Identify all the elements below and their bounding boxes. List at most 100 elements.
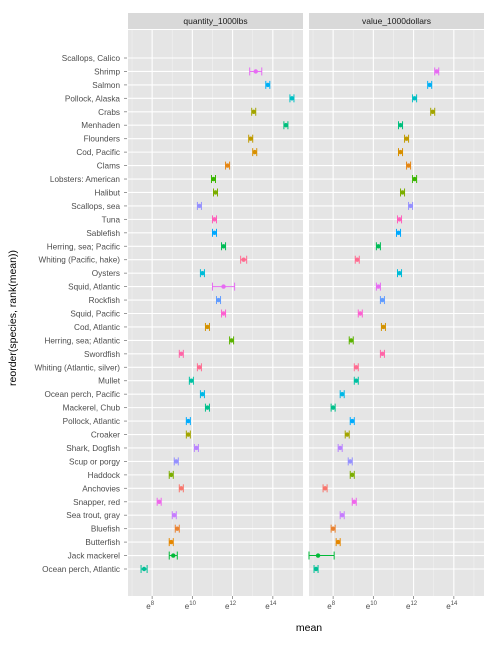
data-point-squid-atlantic bbox=[211, 282, 236, 291]
y-tick-label-mackerel-chub: Mackerel, Chub bbox=[63, 404, 121, 413]
point-marker bbox=[205, 405, 210, 410]
data-point-squid-pacific bbox=[221, 309, 227, 318]
facet-strip-label: value_1000dollars bbox=[362, 16, 431, 26]
y-tick-label-halibut: Halibut bbox=[95, 188, 121, 197]
point-marker bbox=[241, 257, 246, 262]
x-axis-title: mean bbox=[296, 622, 322, 634]
data-point-crabs bbox=[430, 107, 436, 116]
point-marker bbox=[397, 270, 402, 276]
x-tick-label: e14 bbox=[446, 601, 458, 611]
y-tick-label-cod-pacific: Cod, Pacific bbox=[76, 148, 120, 157]
data-point-sea-trout-gray bbox=[339, 511, 345, 520]
y-tick-label-menhaden: Menhaden bbox=[81, 121, 120, 130]
x-tick-label: e10 bbox=[185, 601, 197, 611]
point-marker bbox=[427, 82, 432, 88]
point-marker bbox=[200, 391, 205, 397]
point-marker bbox=[205, 324, 210, 330]
data-point-lobsters-american bbox=[210, 175, 216, 184]
data-point-halibut bbox=[212, 188, 219, 197]
data-point-scallops-sea bbox=[196, 201, 202, 210]
y-tick-label-cod-atlantic: Cod, Atlantic bbox=[74, 323, 120, 332]
data-point-shark-dogfish bbox=[337, 443, 343, 452]
data-point-cod-pacific bbox=[398, 148, 404, 157]
data-point-menhaden bbox=[398, 121, 404, 130]
point-marker bbox=[400, 190, 405, 195]
data-point-scallops-sea bbox=[408, 201, 414, 210]
y-tick-label-salmon: Salmon bbox=[92, 81, 120, 90]
point-marker bbox=[380, 351, 385, 357]
data-point-pollock-alaska bbox=[289, 94, 295, 103]
data-point-jack-mackerel bbox=[168, 551, 178, 560]
data-point-salmon bbox=[265, 80, 271, 89]
series-value-1000dollars bbox=[308, 67, 440, 573]
point-marker bbox=[197, 203, 202, 209]
data-point-ocean-perch-atlantic bbox=[313, 565, 319, 573]
data-point-clams bbox=[225, 161, 231, 170]
data-point-herring-sea-pacific bbox=[375, 242, 381, 251]
y-tick-label-squid-pacific: Squid, Pacific bbox=[70, 310, 120, 319]
data-point-whiting-pacific-hake bbox=[354, 255, 360, 264]
point-marker bbox=[169, 539, 174, 545]
y-tick-label-pollock-atlantic: Pollock, Atlantic bbox=[63, 417, 120, 426]
point-marker bbox=[251, 109, 256, 114]
point-marker bbox=[330, 405, 336, 410]
point-marker bbox=[221, 244, 226, 249]
data-point-scup-or-porgy bbox=[347, 457, 353, 466]
point-marker bbox=[404, 136, 409, 141]
point-marker bbox=[354, 378, 359, 383]
data-point-tuna bbox=[397, 215, 403, 224]
data-point-croaker bbox=[185, 430, 191, 439]
data-point-herring-sea-atlantic bbox=[229, 336, 235, 345]
point-marker bbox=[174, 459, 179, 464]
point-marker bbox=[179, 486, 184, 491]
y-tick-label-snapper-red: Snapper, red bbox=[73, 498, 120, 507]
data-point-scup-or-porgy bbox=[173, 457, 179, 466]
point-marker bbox=[289, 96, 295, 101]
point-marker bbox=[352, 499, 357, 504]
data-point-whiting-atlantic-silver bbox=[196, 363, 202, 372]
x-tick-label: e8 bbox=[146, 601, 154, 611]
y-tick-label-scallops-calico: Scallops, Calico bbox=[62, 54, 121, 63]
data-point-mullet bbox=[188, 376, 194, 385]
point-marker bbox=[229, 338, 234, 343]
point-marker bbox=[197, 365, 202, 370]
point-marker bbox=[345, 432, 350, 437]
point-marker bbox=[313, 566, 319, 572]
data-point-jack-mackerel bbox=[308, 551, 335, 560]
data-point-anchovies bbox=[322, 484, 328, 493]
point-marker bbox=[354, 365, 359, 370]
data-point-crabs bbox=[251, 107, 257, 116]
y-axis-title: reorder(species, rank(mean)) bbox=[7, 250, 19, 386]
data-point-haddock bbox=[349, 470, 355, 479]
data-point-herring-sea-atlantic bbox=[348, 336, 354, 345]
facet-strip-value-1000dollars bbox=[309, 13, 484, 29]
x-tick-label: e12 bbox=[406, 601, 418, 611]
x-tick-label: e14 bbox=[265, 601, 277, 611]
y-tick-label-scup-or-porgy: Scup or porgy bbox=[69, 457, 121, 466]
point-marker bbox=[398, 123, 403, 128]
point-marker bbox=[406, 163, 411, 168]
y-tick-label-rockfish: Rockfish bbox=[89, 296, 121, 305]
point-marker bbox=[225, 163, 230, 168]
y-tick-label-bluefish: Bluefish bbox=[91, 525, 121, 534]
data-point-cod-atlantic bbox=[380, 322, 386, 331]
x-tick-label: e8 bbox=[327, 601, 335, 611]
data-point-shark-dogfish bbox=[193, 443, 199, 452]
point-marker bbox=[408, 203, 413, 209]
point-marker bbox=[412, 96, 417, 101]
data-point-butterfish bbox=[335, 538, 341, 547]
point-marker bbox=[376, 244, 381, 249]
point-marker bbox=[221, 311, 226, 316]
data-point-lobsters-american bbox=[412, 175, 418, 184]
y-tick-label-ocean-perch-atlantic: Ocean perch, Atlantic bbox=[42, 565, 120, 574]
y-tick-label-crabs: Crabs bbox=[98, 108, 120, 117]
y-tick-label-whiting-atlantic-silver: Whiting (Atlantic, silver) bbox=[34, 363, 120, 372]
data-point-whiting-pacific-hake bbox=[240, 255, 248, 264]
data-point-salmon bbox=[427, 80, 433, 89]
data-point-pollock-atlantic bbox=[349, 417, 355, 426]
data-point-squid-atlantic bbox=[375, 282, 381, 291]
y-tick-label-squid-atlantic: Squid, Atlantic bbox=[68, 283, 120, 292]
point-marker bbox=[434, 69, 439, 74]
